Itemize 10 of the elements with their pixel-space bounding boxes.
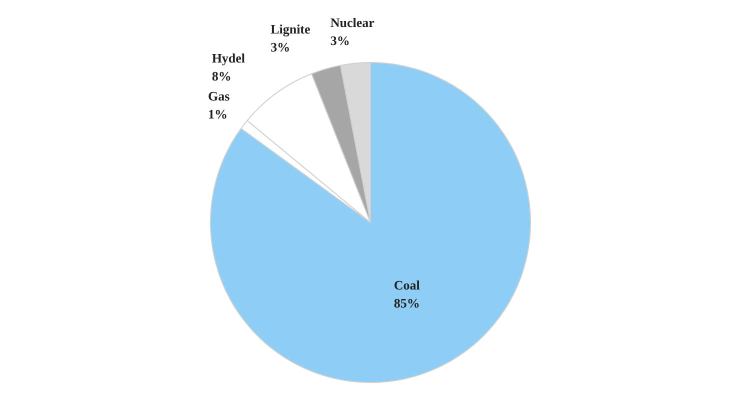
slice-label: Hydel bbox=[212, 50, 246, 66]
data-label: 3% bbox=[330, 32, 350, 48]
data-label: 1% bbox=[208, 106, 228, 122]
slice-label: Lignite bbox=[270, 22, 311, 37]
slice-label: Nuclear bbox=[330, 14, 375, 30]
data-label: 85% bbox=[394, 295, 420, 310]
slice-label: Gas bbox=[208, 88, 230, 104]
data-label: 8% bbox=[212, 68, 232, 84]
data-label: 3% bbox=[270, 40, 290, 55]
slice-label: Coal bbox=[394, 277, 420, 292]
